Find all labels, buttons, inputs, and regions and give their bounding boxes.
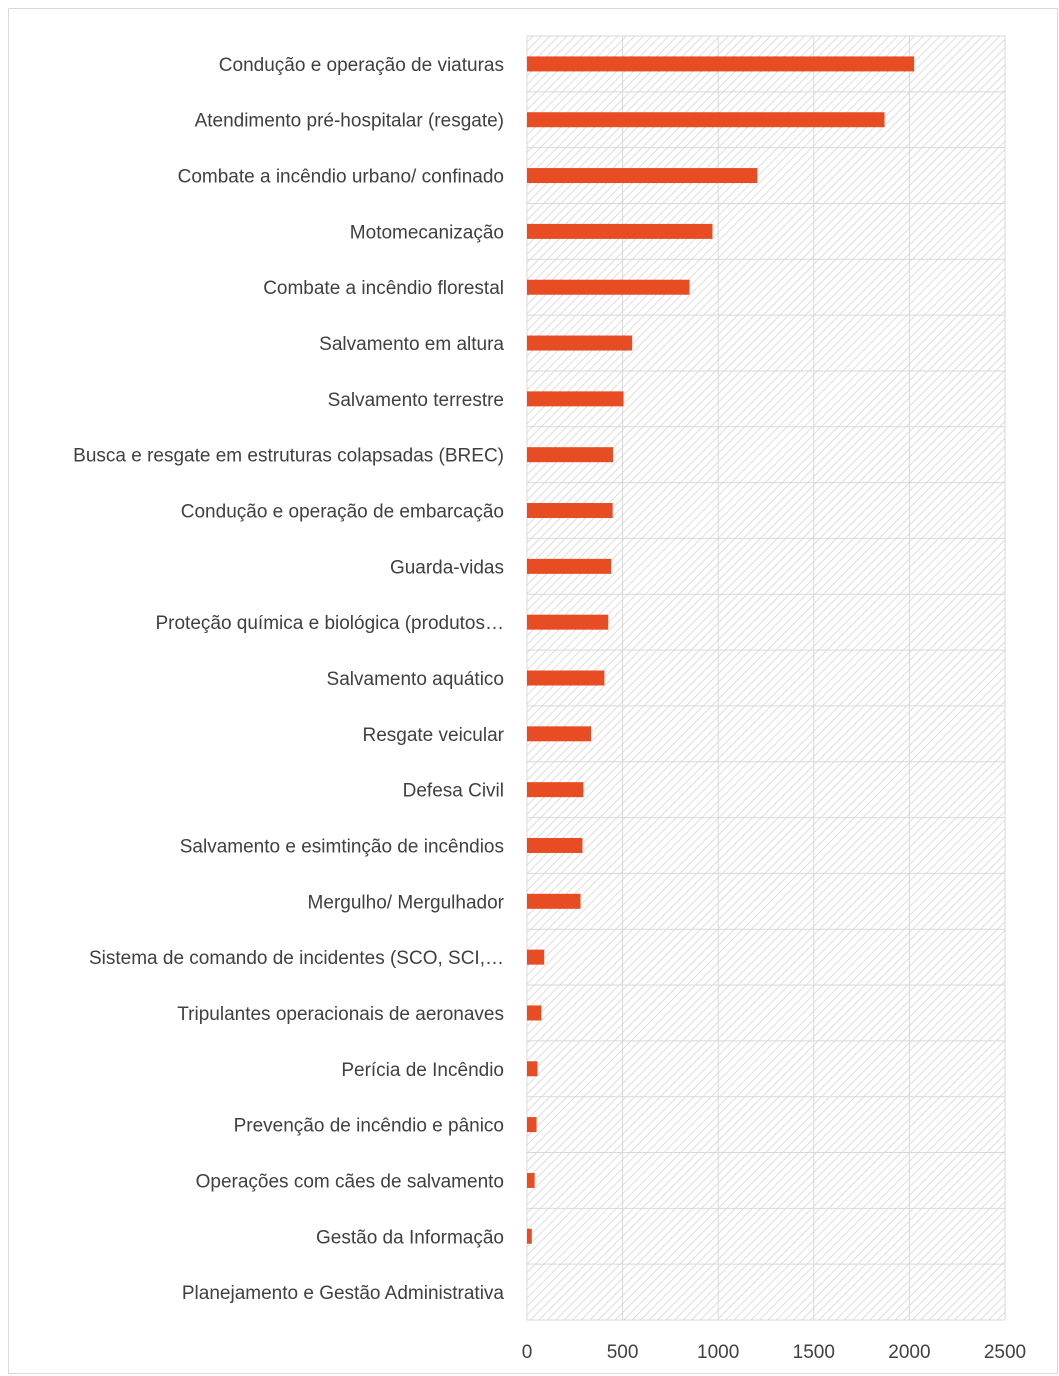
bar bbox=[527, 1228, 532, 1244]
category-label: Gestão da Informação bbox=[316, 1227, 504, 1248]
category-label: Operações com cães de salvamento bbox=[196, 1171, 504, 1192]
bar bbox=[527, 1172, 535, 1188]
bar bbox=[527, 837, 583, 853]
category-label: Proteção química e biológica (produtos… bbox=[155, 613, 504, 634]
bar bbox=[527, 335, 633, 351]
bar bbox=[527, 670, 605, 686]
category-label: Sistema de comando de incidentes (SCO, S… bbox=[89, 948, 504, 969]
bar bbox=[527, 614, 609, 630]
category-label: Perícia de Incêndio bbox=[341, 1060, 504, 1081]
category-label: Tripulantes operacionais de aeronaves bbox=[177, 1004, 504, 1025]
x-tick-label: 2500 bbox=[984, 1342, 1026, 1363]
category-label: Guarda-vidas bbox=[390, 557, 504, 578]
category-label: Prevenção de incêndio e pânico bbox=[234, 1116, 504, 1137]
bar bbox=[527, 279, 690, 295]
bar bbox=[527, 391, 624, 407]
bar bbox=[527, 112, 885, 128]
category-label: Atendimento pré-hospitalar (resgate) bbox=[195, 111, 504, 132]
category-label: Salvamento aquático bbox=[327, 669, 504, 690]
category-label: Combate a incêndio florestal bbox=[263, 278, 504, 299]
category-label: Salvamento em altura bbox=[319, 334, 504, 355]
bar bbox=[527, 503, 613, 519]
bar bbox=[527, 782, 584, 798]
bar bbox=[527, 1061, 538, 1077]
category-label: Defesa Civil bbox=[403, 781, 504, 802]
bar bbox=[527, 726, 592, 742]
category-label: Condução e operação de embarcação bbox=[181, 502, 504, 523]
bar bbox=[527, 558, 612, 574]
category-label: Motomecanização bbox=[350, 222, 504, 243]
category-label: Resgate veicular bbox=[362, 725, 504, 746]
bar bbox=[527, 893, 581, 909]
category-label: Combate a incêndio urbano/ confinado bbox=[178, 167, 504, 188]
x-tick-label: 1500 bbox=[793, 1342, 835, 1363]
category-label: Salvamento terrestre bbox=[328, 390, 504, 411]
bar bbox=[527, 447, 614, 463]
bar bbox=[527, 949, 545, 965]
bar bbox=[527, 1005, 542, 1021]
x-tick-label: 1000 bbox=[697, 1342, 739, 1363]
category-label: Condução e operação de viaturas bbox=[219, 55, 504, 76]
x-tick-label: 500 bbox=[607, 1342, 639, 1363]
category-label: Mergulho/ Mergulhador bbox=[308, 892, 505, 913]
bar bbox=[527, 56, 915, 72]
x-tick-label: 2000 bbox=[888, 1342, 930, 1363]
category-label: Planejamento e Gestão Administrativa bbox=[182, 1283, 505, 1304]
bar bbox=[527, 168, 758, 184]
x-tick-label: 0 bbox=[522, 1342, 533, 1363]
category-label: Salvamento e esimtinção de incêndios bbox=[180, 836, 504, 857]
bar bbox=[527, 223, 713, 239]
bar bbox=[527, 1117, 537, 1133]
category-label: Busca e resgate em estruturas colapsadas… bbox=[73, 446, 504, 467]
plot-area-background bbox=[527, 36, 1005, 1320]
